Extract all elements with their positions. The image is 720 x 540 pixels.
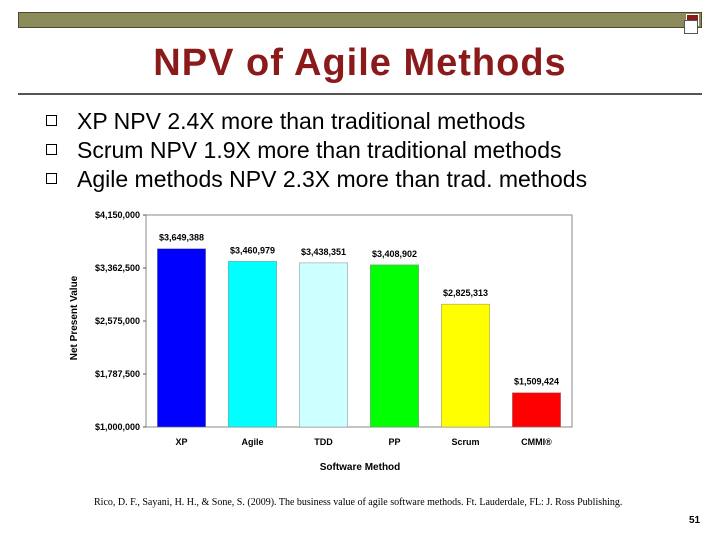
x-axis-title: Software Method — [320, 462, 401, 473]
x-tick-label: TDD — [314, 437, 333, 447]
bar — [512, 392, 561, 428]
y-tick-label: $4,150,000 — [95, 210, 140, 220]
bullet-text: XP NPV 2.4X more than traditional method… — [77, 108, 526, 134]
square-bullet-icon — [46, 173, 57, 184]
square-bullet-icon — [46, 144, 57, 155]
bar-data-label: $3,649,388 — [159, 233, 204, 243]
bullet-item: Scrum NPV 1.9X more than traditional met… — [44, 136, 587, 165]
bullet-item: XP NPV 2.4X more than traditional method… — [44, 107, 587, 136]
bar-data-label: $1,509,424 — [514, 377, 559, 387]
bar — [157, 248, 206, 428]
slide-title: NPV of Agile Methods — [153, 42, 567, 84]
plot-area — [145, 214, 573, 428]
title-divider — [18, 93, 702, 95]
bullet-list: XP NPV 2.4X more than traditional method… — [44, 107, 587, 194]
bar — [228, 261, 277, 428]
x-tick-label: CMMI® — [521, 437, 552, 447]
y-tick-label: $2,575,000 — [95, 316, 140, 326]
bar — [299, 262, 348, 428]
y-tick-label: $1,000,000 — [95, 422, 140, 432]
bullet-text: Scrum NPV 1.9X more than traditional met… — [77, 137, 562, 163]
bar — [441, 303, 490, 428]
y-tick-label: $3,362,500 — [95, 263, 140, 273]
x-tick-label: XP — [175, 437, 187, 447]
x-tick-label: Agile — [241, 437, 263, 447]
bar-data-label: $3,460,979 — [230, 245, 275, 255]
bullet-item: Agile methods NPV 2.3X more than trad. m… — [44, 165, 587, 194]
bullet-text: Agile methods NPV 2.3X more than trad. m… — [77, 166, 588, 192]
page-number: 51 — [689, 515, 701, 526]
bar-data-label: $3,408,902 — [372, 249, 417, 259]
square-bullet-icon — [46, 115, 57, 126]
y-axis-title: Net Present Value — [69, 275, 80, 360]
bar-data-label: $3,438,351 — [301, 247, 346, 257]
bar-data-label: $2,825,313 — [443, 288, 488, 298]
y-tick-label: $1,787,500 — [95, 369, 140, 379]
citation-text: Rico, D. F., Sayani, H. H., & Sone, S. (… — [94, 497, 623, 508]
x-tick-label: PP — [388, 437, 400, 447]
x-tick-label: Scrum — [451, 437, 479, 447]
bar — [370, 264, 419, 428]
corner-accent-square — [684, 20, 698, 34]
